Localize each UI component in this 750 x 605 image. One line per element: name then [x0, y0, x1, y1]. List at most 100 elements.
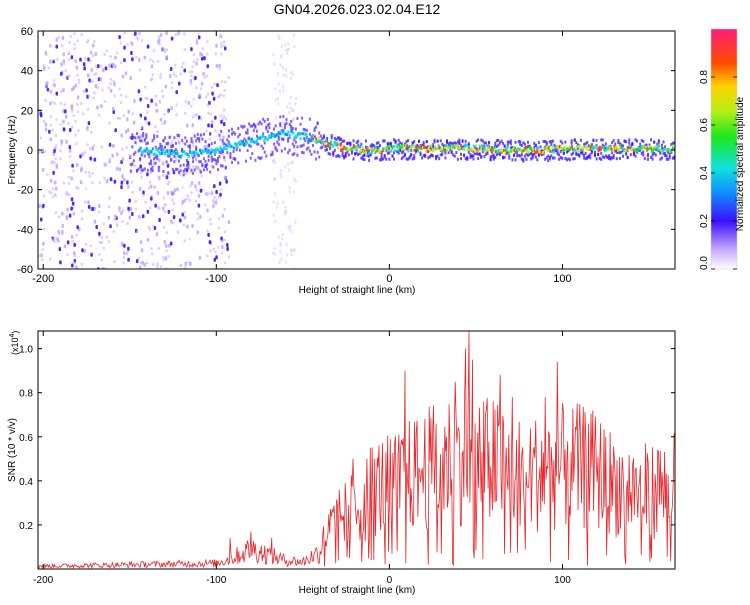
spectrogram-cell	[284, 43, 287, 47]
spectrogram-cell	[522, 159, 525, 163]
spectrogram-cell	[137, 256, 140, 260]
spectrogram-cell	[68, 154, 72, 158]
spectrogram-cell	[177, 136, 180, 140]
spectrogram-cell	[372, 147, 375, 151]
spectrogram-cell	[472, 144, 475, 148]
spectrogram-cell	[215, 189, 218, 194]
spectrogram-cell	[262, 146, 265, 150]
spectrogram-cell	[280, 169, 283, 173]
spectrogram-cell	[277, 82, 280, 86]
spectrogram-cell	[42, 64, 46, 68]
spectrogram-cell	[115, 166, 119, 171]
spectrogram-cell	[108, 153, 112, 157]
spectrogram-cell	[170, 140, 174, 144]
spectrogram-cell	[174, 74, 178, 78]
spectrogram-cell	[522, 158, 525, 162]
spectrogram-cell	[198, 255, 202, 260]
spectrogram-cell	[103, 176, 106, 180]
spectrogram-cell	[618, 156, 621, 160]
spectrogram-cell	[352, 144, 355, 148]
spectrogram-cell	[514, 158, 517, 162]
spectrogram-cell	[127, 109, 130, 114]
spectrogram-cell	[611, 151, 614, 155]
spectrogram-cell	[207, 149, 210, 153]
spectrogram-cell	[222, 122, 226, 127]
spectrogram-cell	[291, 160, 294, 164]
spectrogram-cell	[75, 142, 78, 146]
spectrogram-cell	[114, 227, 118, 231]
spectrogram-cell	[163, 210, 167, 214]
spectrogram-cell	[515, 150, 518, 154]
spectrogram-cell	[216, 83, 219, 88]
spectrogram-cell	[558, 153, 561, 157]
spectrogram-cell	[46, 172, 49, 176]
spectrogram-cell	[586, 155, 589, 159]
spectrogram-cell	[180, 186, 183, 190]
spectrogram-cell	[216, 159, 219, 163]
spectrogram-cell	[313, 129, 316, 133]
spectrogram-cell	[654, 153, 657, 157]
spectrogram-cell	[134, 140, 137, 144]
spectrogram-cell	[315, 157, 318, 161]
spectrogram-cell	[557, 146, 560, 150]
spectrogram-cell	[460, 144, 463, 148]
spectrogram-cell	[125, 252, 129, 256]
spectrogram-cell	[467, 145, 470, 149]
spectrogram-cell	[142, 150, 145, 154]
spectrogram-cell	[126, 222, 129, 226]
spectrogram-cell	[91, 206, 94, 211]
spectrogram-cell	[174, 33, 178, 37]
spectrogram-cell	[57, 35, 60, 39]
spectrogram-cell	[322, 134, 325, 138]
spectrogram-cell	[142, 134, 145, 138]
spectrogram-cell	[205, 192, 208, 197]
spectrogram-cell	[646, 157, 649, 161]
spectrogram-cell	[216, 104, 219, 108]
spectrogram-cell	[229, 151, 232, 155]
spectrogram-cell	[49, 59, 52, 64]
spectrogram-cell	[194, 157, 198, 162]
spectrogram-cell	[209, 255, 213, 259]
spectrogram-cell	[144, 96, 147, 100]
spectrogram-cell	[273, 142, 276, 146]
spectrogram-cell	[281, 125, 284, 129]
spectrogram-cell	[439, 139, 442, 143]
spectrogram-cell	[491, 154, 494, 158]
spectrogram-cell	[322, 135, 325, 139]
spectrogram-cell	[253, 140, 256, 144]
spectrogram-cell	[178, 81, 181, 86]
spectrogram-cell	[208, 240, 212, 245]
spectrogram-cell	[209, 222, 213, 226]
spectrogram-cell	[223, 155, 226, 159]
spectrogram-cell	[220, 251, 224, 255]
spectrogram-cell	[279, 122, 282, 126]
spectrogram-cell	[667, 150, 670, 154]
spectrogram-cell	[402, 155, 405, 159]
spectrogram-cell	[333, 136, 336, 140]
spectrogram-cell	[120, 211, 123, 216]
spectrogram-cell	[620, 146, 623, 150]
spectrogram-cell	[293, 144, 296, 148]
spectrogram-cell	[41, 167, 45, 172]
spectrogram-cell	[652, 148, 655, 152]
spectrogram-cell	[556, 150, 559, 154]
spectrogram-cell	[145, 142, 148, 146]
spectrogram-cell	[185, 197, 189, 201]
spectrogram-cell	[140, 248, 144, 253]
spectrogram-cell	[45, 53, 48, 57]
spectrogram-cell	[131, 57, 134, 62]
spectrogram-cell	[600, 147, 603, 151]
spectrogram-cell	[519, 154, 522, 158]
spectrogram-cell	[76, 39, 79, 43]
spectrogram-cell	[290, 119, 293, 123]
spectrogram-cell	[289, 106, 292, 110]
spectrogram-cell	[89, 59, 92, 63]
spectrogram-cell	[183, 48, 186, 52]
snr-multiplier-base: (x10	[10, 337, 20, 355]
spectrogram-cell	[198, 137, 201, 141]
spectrogram-cell	[583, 153, 586, 157]
spectrogram-cell	[397, 148, 400, 152]
spectrogram-cell	[643, 157, 646, 161]
spectrogram-cell	[291, 137, 294, 141]
